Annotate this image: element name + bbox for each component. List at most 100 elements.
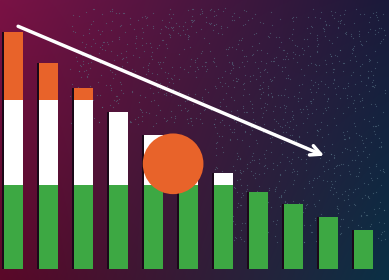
- Point: [212, 230, 218, 234]
- Point: [197, 12, 203, 17]
- Point: [245, 120, 251, 124]
- Point: [349, 157, 356, 162]
- Point: [130, 53, 137, 58]
- Point: [284, 213, 290, 218]
- Point: [317, 229, 323, 234]
- Point: [319, 135, 325, 140]
- Point: [237, 202, 243, 207]
- Point: [234, 79, 240, 84]
- Point: [182, 99, 188, 103]
- Point: [377, 200, 383, 204]
- Point: [163, 25, 169, 29]
- Point: [357, 230, 363, 234]
- Bar: [282, 204, 284, 269]
- Point: [335, 195, 341, 200]
- Point: [301, 240, 307, 244]
- Point: [67, 94, 74, 98]
- Point: [228, 18, 235, 22]
- Point: [375, 18, 381, 23]
- Point: [373, 123, 379, 128]
- Point: [344, 163, 350, 167]
- Point: [257, 96, 263, 101]
- Point: [304, 25, 310, 30]
- Point: [365, 30, 371, 34]
- Point: [180, 66, 187, 71]
- Point: [118, 23, 124, 27]
- Point: [260, 21, 266, 25]
- Point: [167, 7, 173, 11]
- Point: [199, 49, 205, 53]
- Point: [211, 23, 217, 28]
- Point: [249, 225, 255, 229]
- Point: [243, 54, 249, 58]
- Point: [256, 161, 262, 165]
- Point: [114, 94, 120, 98]
- Bar: [2, 32, 4, 269]
- Point: [177, 64, 184, 69]
- Bar: [4, 100, 23, 185]
- Point: [176, 52, 182, 57]
- Point: [342, 8, 348, 13]
- Point: [290, 27, 296, 31]
- Point: [357, 42, 364, 46]
- Point: [324, 104, 331, 109]
- Point: [220, 223, 226, 228]
- Point: [324, 95, 331, 100]
- Point: [230, 130, 237, 135]
- Point: [264, 70, 270, 74]
- Point: [318, 9, 324, 14]
- Point: [108, 87, 114, 92]
- Point: [373, 104, 379, 108]
- Point: [284, 201, 290, 206]
- Point: [88, 44, 94, 48]
- Point: [256, 227, 262, 231]
- Point: [70, 13, 76, 17]
- Point: [256, 172, 262, 176]
- Point: [123, 49, 129, 53]
- Point: [253, 137, 259, 142]
- Point: [121, 118, 127, 122]
- Point: [352, 82, 358, 87]
- Bar: [39, 185, 58, 269]
- Point: [184, 98, 190, 102]
- Point: [277, 105, 283, 110]
- Point: [357, 233, 363, 238]
- Point: [96, 120, 102, 125]
- Point: [276, 45, 282, 49]
- Point: [198, 121, 205, 125]
- Point: [127, 15, 133, 20]
- Point: [219, 169, 225, 174]
- Point: [307, 99, 313, 103]
- Point: [207, 7, 214, 11]
- Point: [230, 218, 237, 223]
- Point: [314, 36, 320, 40]
- Point: [291, 94, 297, 98]
- Point: [228, 213, 234, 218]
- Point: [328, 185, 334, 189]
- Point: [121, 123, 127, 127]
- Point: [268, 139, 274, 144]
- Point: [370, 190, 376, 195]
- Point: [247, 125, 254, 129]
- Bar: [39, 100, 58, 185]
- Point: [282, 188, 288, 192]
- Point: [346, 169, 352, 173]
- Point: [378, 183, 384, 187]
- Point: [224, 191, 230, 196]
- Point: [380, 169, 386, 173]
- Point: [373, 176, 380, 180]
- Point: [111, 57, 117, 62]
- Point: [282, 109, 288, 114]
- Point: [356, 33, 362, 38]
- Point: [271, 74, 277, 79]
- Point: [77, 86, 84, 90]
- Point: [178, 108, 184, 112]
- Point: [365, 182, 371, 187]
- Point: [273, 119, 279, 123]
- Point: [308, 101, 314, 105]
- Point: [266, 188, 272, 193]
- Point: [293, 139, 299, 144]
- Point: [87, 93, 93, 98]
- Point: [335, 25, 341, 30]
- Point: [82, 68, 89, 72]
